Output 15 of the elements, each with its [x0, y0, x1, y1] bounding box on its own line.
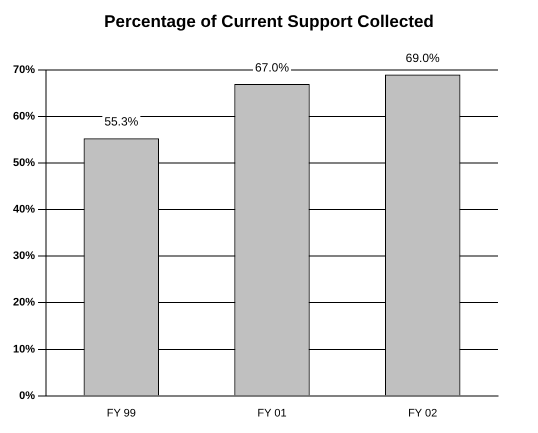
data-label: 67.0%: [254, 60, 290, 74]
x-tick-label: FY 99: [106, 407, 136, 420]
chart-title: Percentage of Current Support Collected: [103, 11, 435, 33]
data-label: 55.3%: [104, 114, 139, 129]
y-tick-label: 40%: [12, 204, 36, 216]
y-tick-label: 50%: [12, 157, 36, 170]
x-tick-label: FY 01: [257, 407, 287, 420]
y-tick-label: 20%: [12, 296, 36, 309]
x-tick-label: FY 02: [408, 407, 438, 420]
data-label: 69.0%: [406, 50, 440, 65]
y-tick-label: 0%: [19, 390, 36, 402]
y-tick-label: 10%: [12, 343, 36, 356]
y-tick-label: 60%: [12, 110, 36, 123]
y-tick-label: 70%: [12, 64, 36, 76]
y-tick-label: 30%: [12, 250, 36, 262]
